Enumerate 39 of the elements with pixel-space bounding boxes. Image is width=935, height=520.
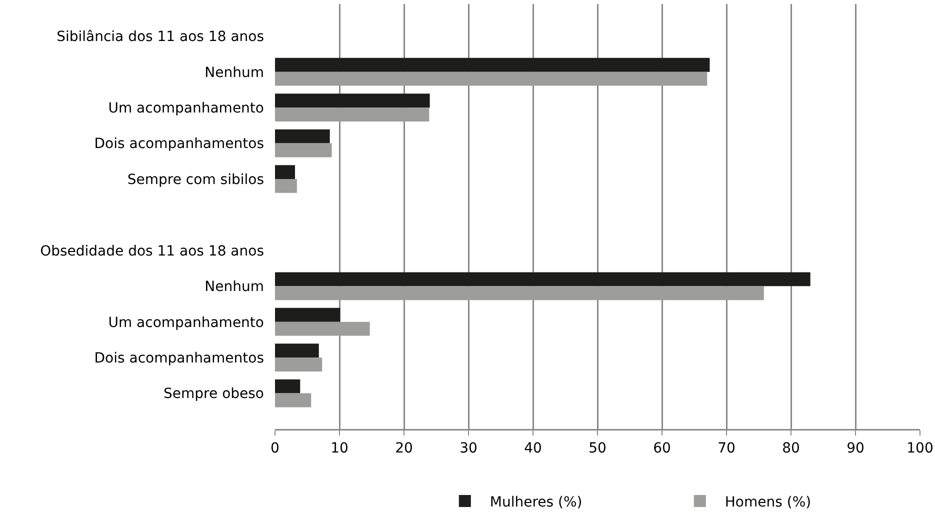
y-tick-label: Nenhum — [204, 64, 264, 81]
bar — [275, 165, 295, 179]
bar — [275, 72, 708, 86]
bar — [275, 286, 764, 300]
y-tick-label: Nenhum — [204, 279, 264, 296]
bar — [275, 129, 330, 144]
y-tick-label: Um acompanhamento — [108, 100, 264, 116]
bar — [275, 308, 340, 322]
bar — [275, 179, 297, 193]
x-tick-label: 30 — [460, 440, 478, 456]
y-tick-label: Sempre com sibilos — [127, 172, 264, 188]
y-tick-label: Dois acompanhamentos — [94, 136, 264, 152]
x-tick-label: 50 — [588, 440, 606, 456]
x-tick-label: 40 — [524, 440, 542, 456]
y-tick-label: Sempre obeso — [164, 386, 264, 402]
x-tick-label: 60 — [653, 440, 671, 456]
bar — [275, 322, 370, 336]
bar — [275, 379, 300, 394]
bar — [275, 344, 319, 358]
bar — [275, 272, 810, 286]
x-tick-label: 20 — [395, 440, 413, 456]
bar — [275, 94, 430, 108]
x-tick-label: 70 — [718, 440, 736, 456]
bar — [275, 393, 312, 408]
y-tick-label: Dois acompanhamentos — [94, 350, 264, 366]
x-tick-label: 10 — [330, 440, 348, 456]
y-tick-label: Um acompanhamento — [108, 314, 264, 331]
bar — [275, 58, 710, 72]
bar — [275, 358, 322, 372]
y-tick-label: Obsedidade dos 11 aos 18 anos — [40, 243, 264, 260]
x-tick-label: 100 — [906, 440, 934, 456]
bar — [275, 143, 332, 158]
y-tick-label: Sibilância dos 11 aos 18 anos — [56, 29, 264, 46]
x-tick-label: 0 — [270, 440, 280, 456]
legend-label: Homens (%) — [724, 494, 812, 510]
x-tick-label: 90 — [846, 440, 864, 456]
x-tick-label: 80 — [782, 440, 800, 456]
bar — [275, 108, 430, 122]
legend-label: Mulheres (%) — [490, 494, 582, 510]
